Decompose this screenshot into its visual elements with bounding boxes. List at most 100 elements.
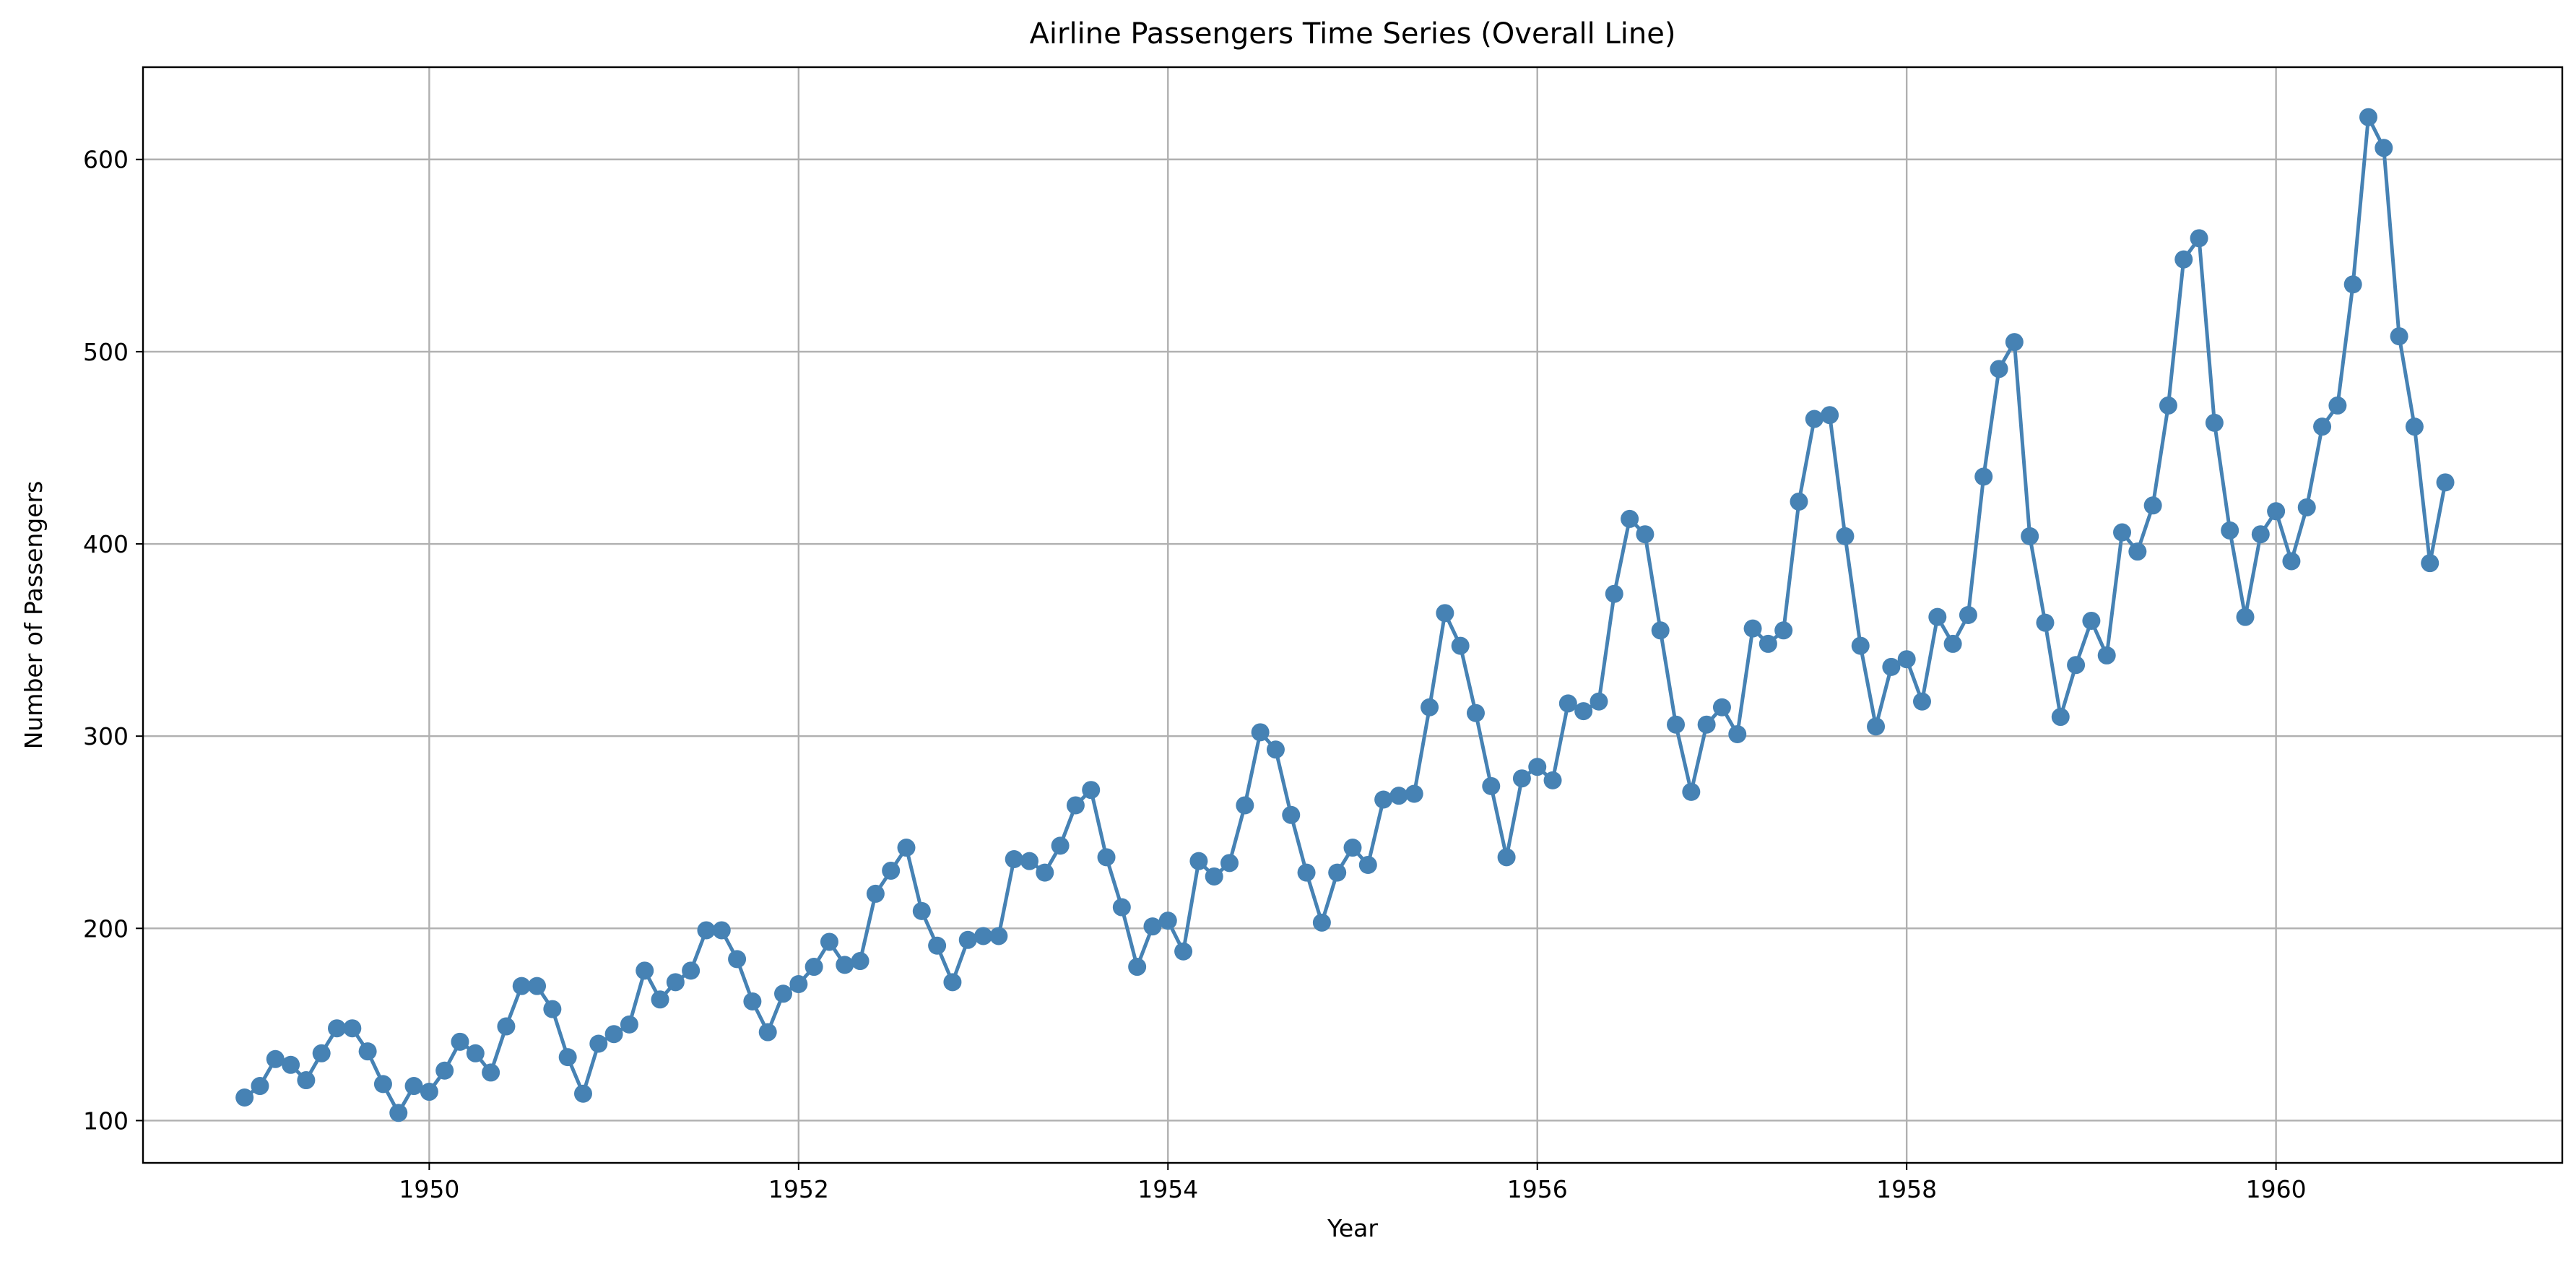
series-group <box>235 108 2455 1122</box>
data-point <box>1728 725 1747 744</box>
data-point <box>497 1017 516 1036</box>
data-point <box>1959 606 1977 624</box>
data-point <box>2113 523 2132 542</box>
data-point <box>1236 796 1254 815</box>
data-point <box>851 952 869 971</box>
data-point <box>1590 692 1608 711</box>
data-point <box>836 956 854 974</box>
data-point <box>1974 467 1993 486</box>
data-point <box>928 936 947 955</box>
data-point <box>435 1061 454 1080</box>
data-point <box>2390 327 2408 346</box>
x-tick-label: 1960 <box>2246 1175 2307 1203</box>
data-point <box>2205 413 2224 432</box>
data-point <box>636 961 654 980</box>
data-point <box>2128 542 2147 561</box>
x-tick-label: 1954 <box>1137 1175 1198 1203</box>
data-point <box>1282 805 1301 824</box>
data-point <box>1897 650 1916 669</box>
data-point <box>2313 417 2332 436</box>
data-point <box>1605 584 1623 603</box>
data-point <box>266 1049 285 1068</box>
data-point <box>2082 611 2101 630</box>
data-point <box>1558 694 1577 713</box>
data-point <box>1528 758 1547 776</box>
data-point <box>1682 782 1701 801</box>
data-point <box>789 974 808 993</box>
data-point <box>805 958 823 977</box>
data-point <box>682 961 701 980</box>
data-point <box>1928 607 1947 626</box>
data-point <box>312 1044 331 1062</box>
y-tick-label: 500 <box>83 338 129 366</box>
data-point <box>620 1015 638 1034</box>
data-point <box>1358 855 1377 874</box>
data-point <box>1020 852 1038 870</box>
y-tick-label: 600 <box>83 146 129 174</box>
data-point <box>743 992 762 1010</box>
data-point <box>1436 604 1454 623</box>
data-point <box>1174 942 1193 961</box>
x-tick-label: 1958 <box>1876 1175 1937 1203</box>
y-tick-label: 100 <box>83 1107 129 1135</box>
data-point <box>2190 229 2208 248</box>
data-point <box>1036 863 1054 882</box>
data-point <box>1912 692 1931 711</box>
data-point <box>1082 781 1101 800</box>
data-point <box>1851 636 1870 655</box>
data-point <box>1621 509 1639 528</box>
data-point <box>1143 917 1162 936</box>
data-point <box>1512 769 1531 788</box>
data-point <box>2005 333 2024 352</box>
data-point <box>1266 740 1285 759</box>
ticks: 1950 1952 1954 1956 1958 1960 100 200 300 400 500 6… <box>83 146 2307 1203</box>
data-point <box>1220 854 1239 873</box>
data-point <box>2343 275 2362 294</box>
data-point <box>1112 898 1131 917</box>
data-point <box>1312 913 1331 932</box>
data-point <box>2421 554 2440 573</box>
data-point <box>404 1077 423 1096</box>
data-point <box>2051 708 2070 727</box>
data-point <box>958 930 977 949</box>
data-point <box>697 921 716 940</box>
data-point <box>1543 771 1562 789</box>
data-point <box>2236 607 2255 626</box>
data-point <box>1697 715 1716 734</box>
data-point <box>589 1034 608 1053</box>
data-point <box>1743 619 1762 638</box>
y-tick-label: 200 <box>83 914 129 943</box>
data-point <box>2174 250 2193 269</box>
data-point <box>343 1019 362 1038</box>
data-point <box>1943 634 1962 653</box>
grid <box>143 67 2562 1163</box>
data-point <box>666 973 685 992</box>
data-point <box>974 927 993 945</box>
data-point <box>897 839 916 857</box>
data-point <box>2221 521 2239 540</box>
data-point <box>235 1088 254 1107</box>
data-point <box>1451 636 1470 655</box>
data-point <box>2143 496 2162 515</box>
data-point <box>604 1025 623 1044</box>
data-point <box>1297 863 1316 882</box>
data-point <box>1097 848 1116 867</box>
data-point <box>1497 848 1516 867</box>
data-point <box>466 1044 485 1062</box>
data-point <box>2328 396 2347 415</box>
data-point <box>1790 492 1808 511</box>
data-point <box>2405 417 2424 436</box>
data-point <box>573 1084 592 1103</box>
data-point <box>1758 634 1777 653</box>
data-point <box>943 973 962 992</box>
data-point <box>451 1032 469 1051</box>
data-point <box>2375 139 2393 157</box>
data-point <box>2021 527 2039 545</box>
data-point <box>1990 360 2008 378</box>
data-point <box>1158 912 1177 930</box>
x-tick-label: 1952 <box>768 1175 829 1203</box>
data-point <box>2251 525 2270 544</box>
data-point <box>651 990 669 1009</box>
data-point <box>1482 776 1501 795</box>
